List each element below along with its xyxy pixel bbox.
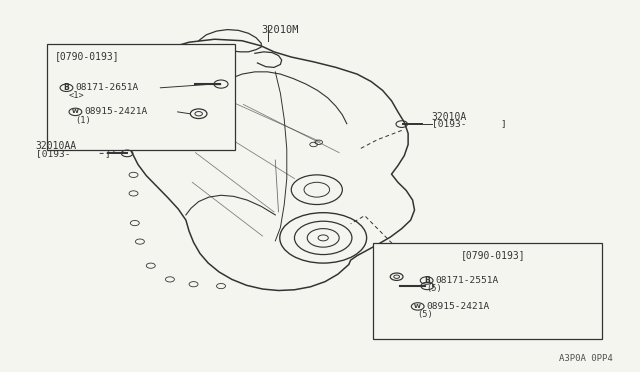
Text: B: B <box>63 83 69 92</box>
Text: W: W <box>72 109 79 114</box>
FancyBboxPatch shape <box>373 243 602 339</box>
Text: 32010M: 32010M <box>261 25 299 35</box>
Text: [0193-      ]: [0193- ] <box>36 149 111 158</box>
Text: 08915-2421A: 08915-2421A <box>427 302 490 311</box>
Text: [0193-      ]: [0193- ] <box>432 119 506 128</box>
Text: W: W <box>414 304 421 309</box>
Text: [0790-0193]: [0790-0193] <box>460 250 525 260</box>
Text: 08171-2651A: 08171-2651A <box>76 83 139 92</box>
Text: (5): (5) <box>418 310 433 319</box>
Text: 32010A: 32010A <box>432 112 467 122</box>
Text: (5): (5) <box>427 284 442 293</box>
Text: 08171-2551A: 08171-2551A <box>436 276 499 285</box>
Text: B: B <box>424 276 429 285</box>
Text: 08915-2421A: 08915-2421A <box>84 107 148 116</box>
Text: (1): (1) <box>76 116 91 125</box>
Text: A3P0A 0PP4: A3P0A 0PP4 <box>559 354 612 363</box>
Text: 32010AA: 32010AA <box>36 141 77 151</box>
Text: <1>: <1> <box>69 92 84 100</box>
FancyBboxPatch shape <box>47 44 235 150</box>
Text: [0790-0193]: [0790-0193] <box>55 51 120 61</box>
